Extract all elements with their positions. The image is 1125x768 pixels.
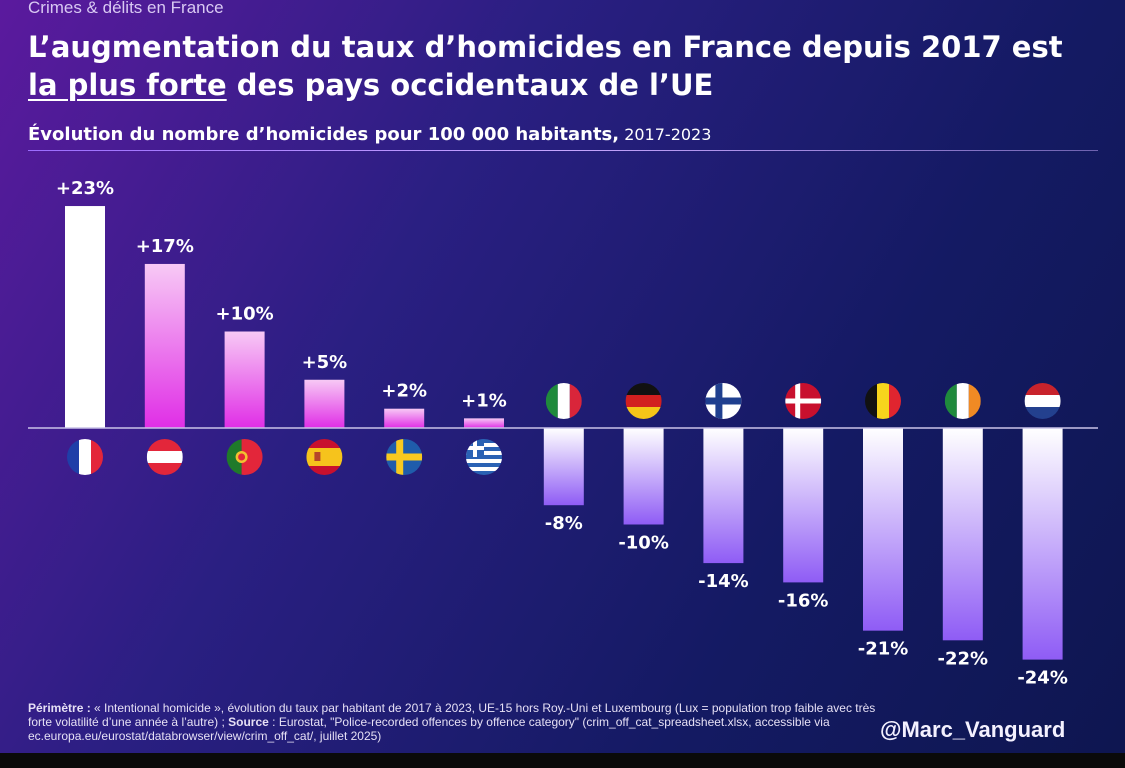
bar-belgique [863,428,903,631]
footnote: Périmètre : « Intentional homicide », év… [28,701,878,743]
value-label: -22% [938,648,989,669]
greece-flag-icon [466,439,502,475]
bar-allemagne [623,428,664,525]
value-label: -14% [698,571,749,592]
value-label: -16% [778,590,829,611]
bar-danemark [783,428,824,583]
perimetre-text: « Intentional homicide », évolution du t… [28,701,876,729]
bar-pays-bas [1022,428,1063,660]
bar-gr-ce [464,418,504,428]
author-handle: @Marc_Vanguard [880,717,1066,742]
bar-finlande [703,428,744,564]
source-label: Source [228,715,269,729]
value-label: +10% [216,304,274,325]
denmark-flag-icon [785,383,822,419]
finland-flag-icon [705,383,742,419]
perimetre-label: Périmètre : [28,701,91,715]
subtitle-bold: Évolution du nombre d’homicides pour 100… [28,124,620,145]
bar-espagne [304,379,345,428]
bar-portugal [224,331,265,428]
spain-flag-icon [306,439,343,475]
value-label: +5% [302,352,348,373]
title-underlined: la plus forte [28,68,227,102]
bar-france [65,206,105,428]
bar-irlande [942,428,983,641]
value-label: -8% [545,513,583,534]
title-line2: des pays occidentaux de l’UE [226,68,714,102]
bar-italie [543,428,584,506]
portugal-flag-icon [226,439,263,475]
chart-subtitle: Évolution du nombre d’homicides pour 100… [28,124,711,145]
value-label: -24% [1017,668,1068,689]
sweden-flag-icon [386,439,423,475]
belgium-flag-icon [865,383,901,419]
bar-autriche [144,263,185,428]
subtitle-years: 2017-2023 [619,125,712,144]
page-title: L’augmentation du taux d’homicides en Fr… [28,28,1108,104]
bar-chart: +23% +17% +10% +5% +2% +1% -8% -10% -14% -16% -21%… [28,178,1098,689]
ireland-flag-icon [944,383,981,419]
italy-flag-icon [545,383,582,419]
value-label: +2% [381,381,427,402]
subtitle-divider [28,150,1098,151]
value-label: +1% [461,390,507,411]
netherlands-flag-icon [1024,383,1061,419]
value-label: +23% [56,178,114,199]
value-label: -21% [858,639,909,660]
austria-flag-icon [146,439,183,475]
title-line1: L’augmentation du taux d’homicides en Fr… [28,30,1063,64]
value-label: +17% [136,236,194,257]
germany-flag-icon [625,383,662,419]
bottom-strip [0,753,1125,768]
source-text: : Eurostat, "Police-recorded offences by… [28,715,830,743]
value-label: -10% [618,533,669,554]
bar-su-de [384,408,425,428]
france-flag-icon [67,439,103,475]
category-label: Crimes & délits en France [28,0,224,17]
